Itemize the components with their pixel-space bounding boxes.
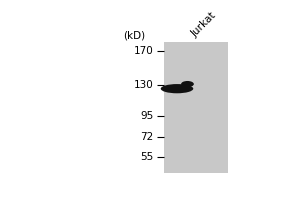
- Text: 95: 95: [140, 111, 154, 121]
- Text: 130: 130: [134, 80, 154, 90]
- Text: 170: 170: [134, 46, 154, 56]
- Text: 55: 55: [140, 152, 154, 162]
- Text: (kD): (kD): [123, 31, 145, 41]
- Text: 72: 72: [140, 132, 154, 142]
- Ellipse shape: [161, 84, 193, 93]
- Text: Jurkat: Jurkat: [190, 11, 218, 39]
- Bar: [164, 42, 228, 173]
- Ellipse shape: [181, 81, 194, 87]
